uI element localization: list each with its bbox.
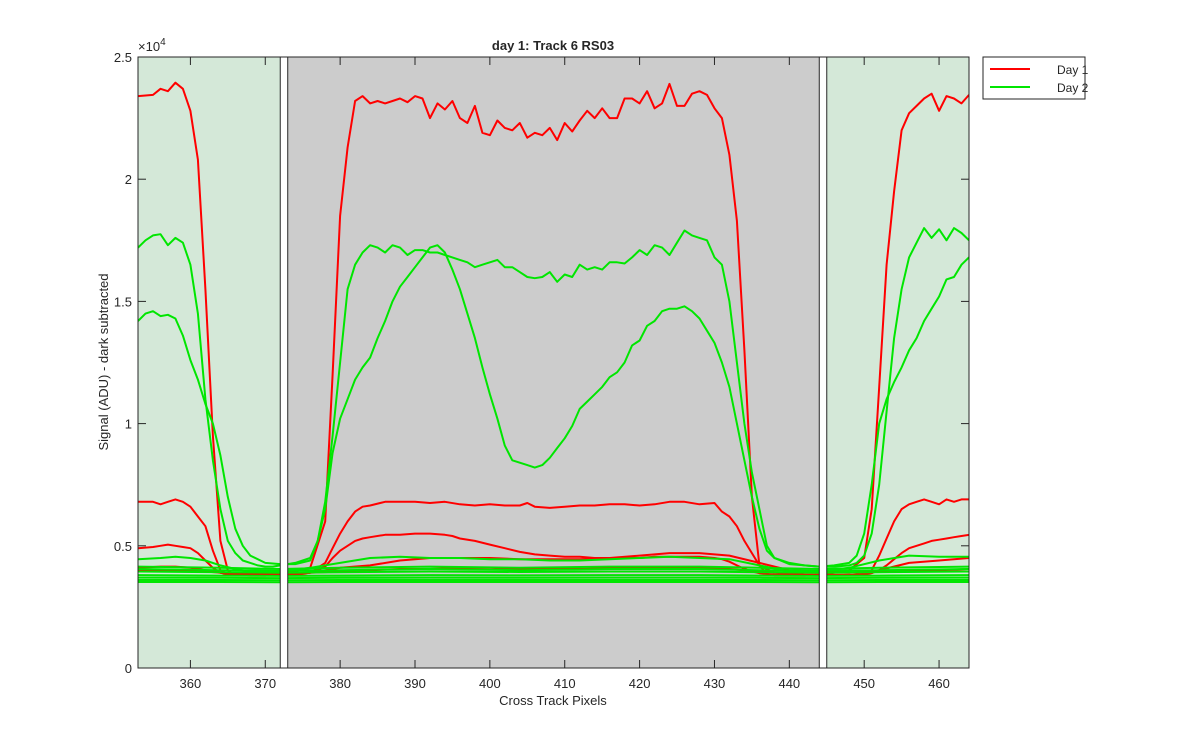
y-tick-label: 1 (125, 417, 132, 432)
y-tick-label: 2.5 (114, 50, 132, 65)
series-line-day-2 (138, 578, 969, 579)
y-tick-label: 0 (125, 661, 132, 676)
y-axis-label: Signal (ADU) - dark subtracted (96, 273, 111, 450)
x-tick-label: 360 (180, 676, 202, 691)
y-tick-label: 0.5 (114, 539, 132, 554)
boundary-marker (819, 57, 826, 668)
x-axis-label: Cross Track Pixels (499, 693, 607, 708)
x-tick-label: 410 (554, 676, 576, 691)
y-tick-label: 1.5 (114, 294, 132, 309)
y-exponent-label: ×104 (138, 37, 166, 54)
x-tick-label: 400 (479, 676, 501, 691)
x-tick-label: 370 (254, 676, 276, 691)
y-tick-label: 2 (125, 172, 132, 187)
x-tick-label: 450 (853, 676, 875, 691)
x-tick-label: 390 (404, 676, 426, 691)
boundary-marker (280, 57, 287, 668)
x-tick-label: 460 (928, 676, 950, 691)
series-line-day-2 (138, 575, 969, 576)
legend-label-day-1: Day 1 (1057, 63, 1089, 77)
x-tick-label: 440 (778, 676, 800, 691)
legend: Day 1 Day 2 (983, 57, 1089, 99)
x-tick-label: 420 (629, 676, 651, 691)
x-tick-label: 430 (704, 676, 726, 691)
chart-title: day 1: Track 6 RS03 (492, 38, 614, 53)
x-tick-label: 380 (329, 676, 351, 691)
series-line-day-2 (138, 572, 969, 573)
legend-label-day-2: Day 2 (1057, 81, 1089, 95)
